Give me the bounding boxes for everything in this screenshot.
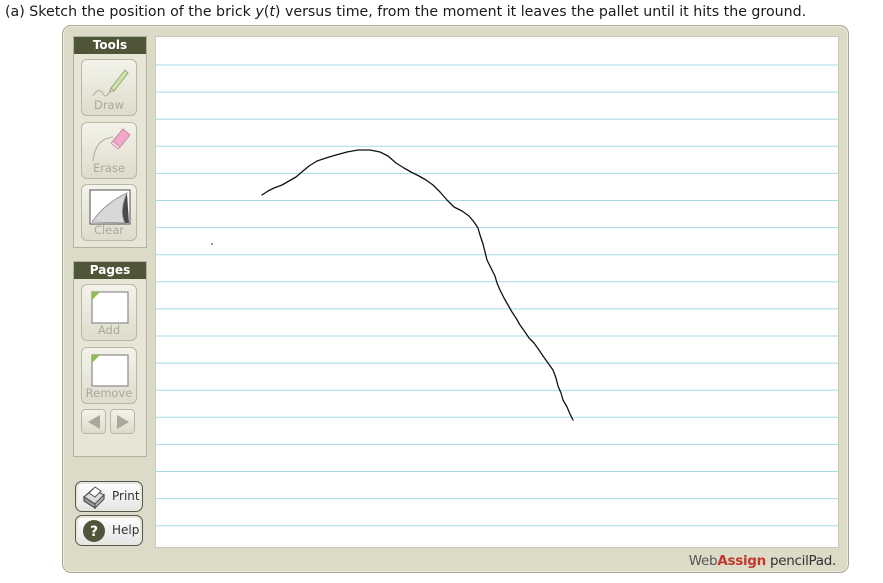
draw-label: Draw — [93, 98, 125, 112]
clear-page-icon — [89, 189, 131, 225]
next-page-button[interactable] — [110, 409, 135, 434]
help-label: Help — [112, 523, 140, 537]
page-nav — [81, 409, 137, 434]
question-text: (a) Sketch the position of the brick y(t… — [5, 4, 806, 20]
pencilpad-widget: Tools Draw Erase Clear — [62, 25, 849, 573]
add-page-button[interactable]: Add — [81, 284, 137, 341]
sketch-stroke — [261, 149, 574, 421]
erase-label: Erase — [92, 161, 126, 175]
remove-page-button[interactable]: Remove — [81, 347, 137, 404]
arrow-right-icon — [117, 415, 129, 429]
brand-web: Web — [688, 553, 718, 569]
remove-label: Remove — [85, 386, 133, 400]
drawing-canvas[interactable] — [155, 36, 839, 548]
print-button[interactable]: Print — [75, 481, 143, 512]
ruled-lines — [156, 64, 838, 527]
erase-button[interactable]: Erase — [81, 122, 137, 179]
printer-icon — [83, 486, 105, 509]
lined-paper — [156, 64, 838, 527]
tools-header: Tools — [74, 37, 146, 54]
question-t-var: t — [269, 4, 275, 20]
clear-button[interactable]: Clear — [81, 184, 137, 241]
sketch-dot — [211, 243, 213, 245]
prev-page-button[interactable] — [81, 409, 106, 434]
pencil-icon — [92, 69, 129, 97]
question-prefix: (a) Sketch the position of the brick — [5, 4, 256, 20]
brand-assign: Assign — [717, 553, 766, 569]
help-button[interactable]: ? Help — [75, 515, 143, 546]
clear-label: Clear — [93, 223, 125, 237]
webassign-pencilpad-logo: WebAssign pencilPad. — [688, 553, 837, 569]
arrow-left-icon — [88, 415, 100, 429]
brand-pencilpad: pencilPad. — [769, 553, 836, 569]
add-page-icon — [91, 291, 129, 324]
question-rest: ) versus time, from the moment it leaves… — [274, 4, 807, 20]
remove-page-icon — [91, 354, 129, 387]
add-label: Add — [97, 323, 121, 337]
print-label: Print — [112, 489, 140, 503]
help-icon: ? — [83, 520, 105, 542]
question-y-var: y — [255, 4, 264, 20]
pages-header: Pages — [74, 262, 146, 279]
draw-button[interactable]: Draw — [81, 59, 137, 116]
pages-panel: Pages Add Remove — [73, 261, 147, 457]
svg-text:?: ? — [90, 524, 98, 540]
eraser-icon — [92, 128, 131, 162]
tools-panel: Tools Draw Erase Clear — [73, 36, 147, 248]
question-paren: ( — [263, 4, 270, 20]
